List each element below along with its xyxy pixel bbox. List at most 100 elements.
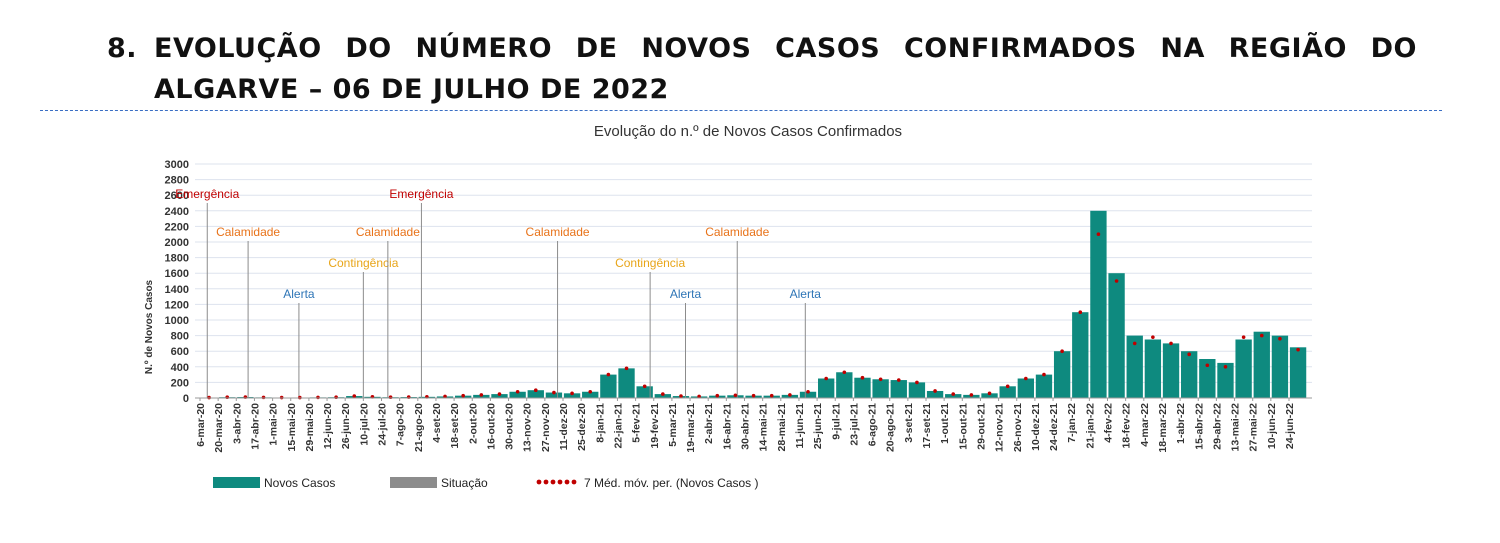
situation-label: Calamidade — [216, 225, 280, 239]
moving-average-point — [842, 370, 847, 375]
bar — [1090, 210, 1107, 398]
bar — [908, 382, 926, 398]
x-tick-label: 29-mai-20 — [304, 403, 316, 452]
x-tick-label: 4-fev-22 — [1103, 403, 1115, 443]
moving-average-point — [1278, 336, 1282, 341]
x-tick-label: 15-mai-20 — [286, 403, 298, 452]
x-tick-label: 2-out-20 — [467, 403, 479, 444]
x-tick-label: 14-mai-21 — [758, 403, 770, 452]
bar — [1181, 351, 1198, 398]
moving-average-point — [824, 376, 828, 381]
x-tick-label: 15-out-21 — [957, 403, 969, 450]
bar — [1253, 331, 1270, 398]
bar — [582, 391, 599, 398]
bar — [1217, 362, 1234, 398]
x-tick-label: 1-mai-20 — [268, 403, 280, 446]
moving-average-point — [769, 393, 774, 398]
moving-average-point — [1024, 376, 1028, 381]
y-tick-label: 200 — [171, 377, 189, 389]
x-tick-label: 5-mar-21 — [667, 403, 679, 447]
legend-swatch-novos-casos — [213, 477, 260, 488]
bar — [527, 390, 544, 398]
moving-average-point — [733, 393, 738, 398]
x-tick-label: 5-fev-21 — [631, 403, 643, 443]
x-tick-label: 23-jul-21 — [848, 403, 860, 446]
moving-average-point — [1259, 333, 1264, 338]
moving-average-point — [679, 394, 683, 398]
x-tick-label: 1-out-21 — [939, 403, 951, 444]
situation-label: Emergência — [389, 187, 453, 201]
bar — [981, 393, 998, 398]
y-tick-label: 1400 — [165, 284, 189, 296]
y-axis-ticks: 0 200 400 600 800 1000 1200 1400 1600 1800 2000 220… — [165, 159, 189, 405]
x-tick-label: 19-mar-21 — [685, 403, 697, 453]
y-tick-label: 1800 — [165, 253, 189, 265]
moving-average-point — [1241, 335, 1246, 339]
dashed-divider — [40, 110, 1442, 111]
moving-average-point — [624, 366, 629, 371]
moving-average-point — [606, 372, 611, 377]
moving-average-point — [533, 388, 538, 393]
bar — [854, 377, 871, 398]
section-number: 8. — [107, 33, 138, 64]
x-tick-label: 11-dez-20 — [558, 403, 570, 450]
x-tick-label: 17-abr-20 — [249, 403, 261, 450]
x-tick-label: 24-jun-22 — [1284, 403, 1296, 449]
bar — [1108, 273, 1125, 398]
bar — [1053, 351, 1071, 398]
y-tick-label: 400 — [171, 362, 189, 374]
situation-label: Calamidade — [526, 225, 590, 239]
bar — [1035, 374, 1053, 398]
situation-label: Calamidade — [705, 225, 769, 239]
legend-label-moving-average: 7 Méd. móv. per. (Novos Casos ) — [584, 476, 759, 490]
x-tick-label: 3-set-21 — [903, 403, 915, 443]
x-tick-label: 7-ago-20 — [395, 403, 407, 446]
moving-average-point — [497, 392, 502, 396]
legend-swatch-situacao — [390, 477, 437, 488]
cases-chart: Evolução do n.º de Novos Casos Confirmad… — [144, 123, 1312, 490]
moving-average-point — [1005, 384, 1010, 389]
moving-average-point — [570, 391, 574, 396]
bar — [1144, 339, 1162, 398]
bar — [509, 391, 526, 398]
x-tick-label: 24-jul-20 — [377, 403, 389, 446]
situation-label: Calamidade — [356, 225, 420, 239]
y-tick-label: 3000 — [165, 159, 189, 171]
bar — [999, 386, 1016, 398]
bar — [799, 391, 817, 398]
situation-label: Contingência — [615, 256, 685, 270]
situation-label: Alerta — [283, 287, 315, 301]
x-tick-label: 4-set-20 — [431, 403, 443, 443]
y-axis-title: N.º de Novos Casos — [144, 279, 155, 374]
x-tick-label: 10-jul-20 — [358, 403, 370, 446]
moving-average-point — [788, 393, 792, 397]
x-tick-label: 10-dez-21 — [1030, 403, 1042, 451]
x-tick-label: 20-ago-21 — [885, 403, 897, 452]
y-tick-label: 1000 — [165, 315, 189, 327]
moving-average-point — [860, 375, 865, 380]
moving-average-point — [515, 389, 520, 394]
x-tick-label: 26-jun-20 — [340, 403, 352, 449]
x-tick-label: 26-nov-21 — [1012, 403, 1024, 452]
y-tick-label: 2800 — [165, 175, 189, 187]
moving-average-point — [969, 393, 974, 397]
bar — [1271, 335, 1289, 398]
situation-label: Emergência — [175, 187, 239, 201]
y-tick-label: 1200 — [165, 299, 189, 311]
y-tick-label: 800 — [171, 331, 189, 343]
x-tick-label: 10-jun-22 — [1266, 403, 1278, 449]
moving-average-point — [806, 389, 810, 394]
y-tick-label: 2600 — [165, 190, 189, 202]
moving-average-point — [896, 378, 901, 382]
x-tick-label: 22-jan-21 — [612, 403, 624, 449]
bar — [1072, 312, 1089, 398]
moving-average-point — [588, 389, 593, 394]
x-tick-label: 13-mai-22 — [1230, 403, 1242, 452]
x-tick-label: 19-fev-21 — [649, 403, 661, 449]
x-tick-label: 21-ago-20 — [413, 403, 425, 452]
x-tick-label: 2-abr-21 — [703, 403, 715, 444]
moving-average-point — [1187, 352, 1191, 357]
moving-average-point — [1132, 341, 1137, 346]
x-tick-label: 7-jan-22 — [1066, 403, 1078, 443]
legend: Novos Casos Situação 7 Méd. móv. per. (N… — [213, 476, 759, 490]
